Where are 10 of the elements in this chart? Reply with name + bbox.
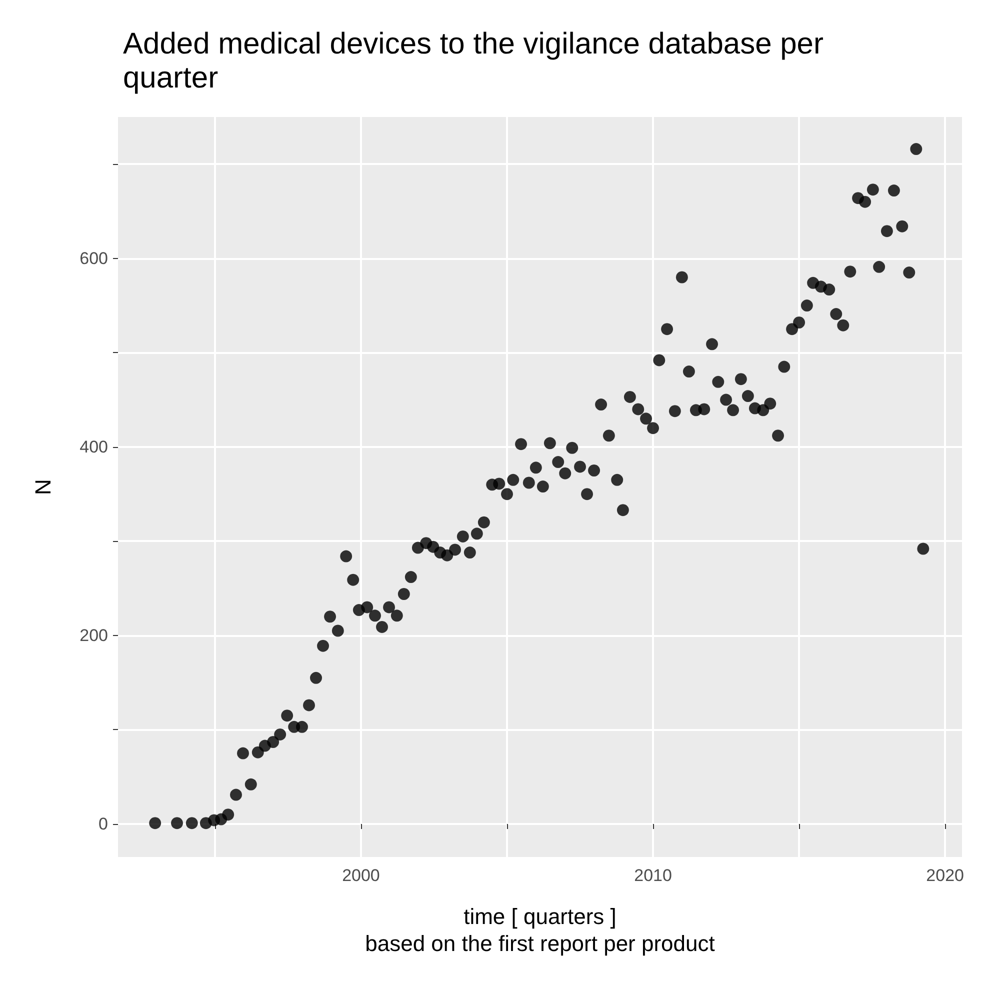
y-axis-title: N	[30, 479, 56, 495]
x-tick-label: 2010	[634, 866, 672, 885]
x-tick-label: 2020	[926, 866, 964, 885]
y-tick-label: 0	[98, 814, 108, 834]
x-axis-title: time [ quarters ] based on the first report per product	[365, 904, 715, 956]
y-tick-label: 600	[80, 248, 108, 268]
y-tick-label: 400	[80, 437, 108, 456]
y-tick-label: 200	[80, 626, 108, 645]
x-tick-label: 2000	[342, 866, 380, 885]
chart-title: Added medical devices to the vigilance database per quarter	[123, 28, 832, 94]
